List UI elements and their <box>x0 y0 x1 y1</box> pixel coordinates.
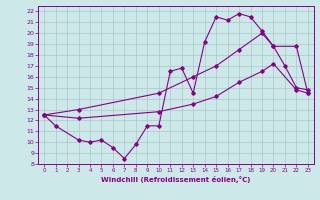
X-axis label: Windchill (Refroidissement éolien,°C): Windchill (Refroidissement éolien,°C) <box>101 176 251 183</box>
